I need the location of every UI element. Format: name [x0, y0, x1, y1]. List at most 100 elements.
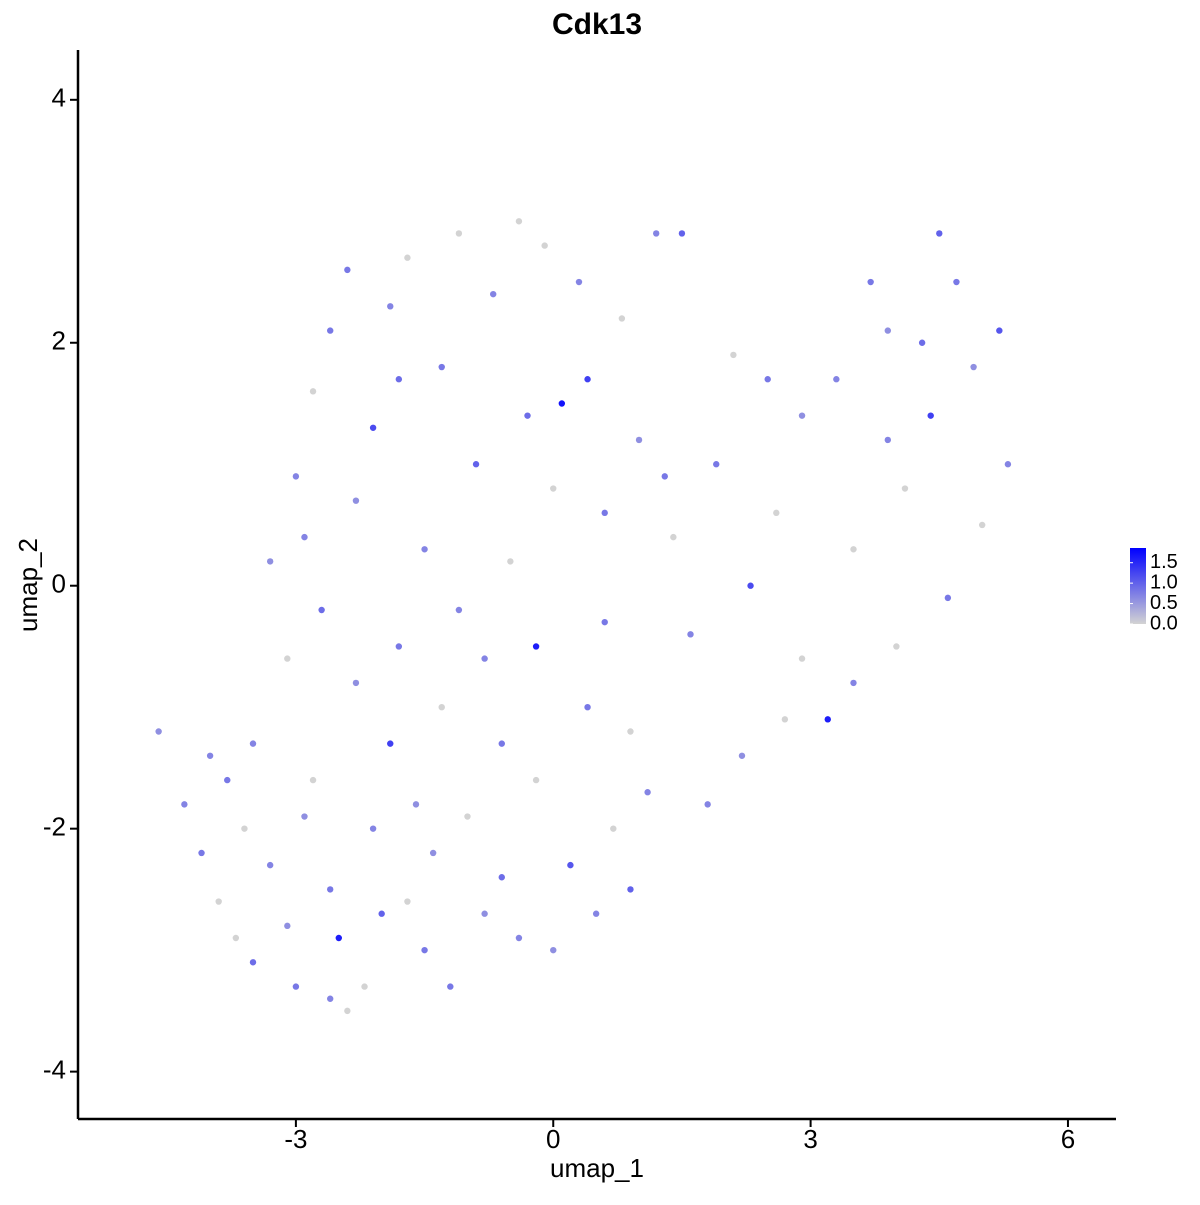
point	[592, 910, 600, 917]
point	[798, 412, 806, 419]
point	[412, 801, 420, 808]
point	[352, 497, 360, 504]
point	[498, 740, 505, 747]
point	[490, 290, 497, 298]
y-axis-label: umap_2	[13, 538, 43, 632]
point	[395, 643, 403, 650]
point	[266, 861, 274, 869]
x-tick-label: 3	[803, 1124, 817, 1154]
point	[893, 643, 900, 650]
point	[507, 558, 514, 565]
point	[241, 825, 248, 832]
point	[481, 910, 488, 917]
point	[652, 230, 660, 237]
y-tick-label: 4	[52, 83, 66, 113]
point	[206, 752, 214, 759]
point	[747, 582, 754, 589]
point	[867, 278, 874, 286]
point	[644, 789, 651, 796]
point	[953, 278, 960, 286]
point	[301, 533, 308, 541]
point	[481, 655, 488, 662]
point	[610, 825, 617, 832]
y-tick-label: 0	[52, 569, 66, 599]
point	[575, 278, 583, 286]
point	[249, 959, 257, 966]
point	[635, 436, 643, 444]
point	[198, 849, 205, 857]
y-tick-label: -4	[43, 1054, 66, 1084]
point	[318, 606, 325, 614]
point	[550, 946, 557, 954]
point	[884, 327, 892, 334]
point	[824, 716, 831, 723]
point	[850, 679, 857, 687]
point	[627, 728, 634, 735]
point	[395, 376, 403, 383]
point	[344, 1007, 351, 1015]
point	[730, 351, 737, 359]
point	[266, 558, 274, 565]
point	[661, 473, 668, 480]
x-tick-label: 6	[1061, 1124, 1075, 1154]
point	[327, 995, 334, 1002]
y-tick-label: 2	[52, 326, 66, 356]
point	[884, 436, 892, 444]
point	[327, 327, 334, 334]
point	[438, 363, 445, 371]
color-tick-label: 1.5	[1150, 551, 1178, 573]
point	[704, 801, 711, 808]
point	[249, 740, 257, 747]
point	[335, 934, 342, 942]
point	[978, 521, 986, 529]
point	[181, 801, 188, 808]
point	[447, 983, 454, 990]
point	[515, 934, 523, 942]
point	[781, 716, 789, 723]
point	[944, 594, 952, 602]
point	[833, 376, 840, 383]
point	[292, 983, 300, 990]
color-tick-label: 0.0	[1150, 612, 1178, 634]
point	[361, 983, 368, 990]
x-axis-label: umap_1	[550, 1153, 644, 1183]
color-bar	[1130, 548, 1146, 624]
point	[224, 776, 231, 784]
point	[627, 886, 634, 893]
point	[678, 230, 686, 237]
point	[327, 886, 334, 893]
point	[798, 655, 806, 662]
chart-title: Cdk13	[552, 8, 642, 41]
point	[532, 776, 540, 784]
point	[429, 849, 437, 857]
point	[155, 728, 162, 735]
point	[550, 485, 557, 492]
point	[687, 631, 694, 638]
point	[309, 388, 317, 395]
point	[936, 230, 943, 237]
color-tick-label: 1.0	[1150, 571, 1178, 593]
x-tick-label: 0	[546, 1124, 560, 1154]
point	[292, 473, 300, 480]
point	[918, 339, 926, 346]
point	[901, 485, 909, 492]
point	[421, 946, 428, 954]
y-tick-label: -2	[43, 812, 66, 842]
point	[524, 412, 531, 419]
point	[773, 509, 780, 517]
point	[404, 898, 411, 905]
point	[309, 776, 317, 784]
point	[352, 679, 360, 687]
point	[498, 874, 505, 881]
point	[387, 303, 394, 310]
point	[464, 813, 471, 820]
x-tick-label: -3	[284, 1124, 307, 1154]
point	[567, 861, 574, 869]
point	[618, 315, 626, 322]
point	[404, 254, 411, 261]
point	[378, 910, 385, 917]
point	[232, 934, 240, 942]
point	[515, 218, 523, 225]
point	[601, 618, 608, 626]
point	[558, 400, 566, 407]
